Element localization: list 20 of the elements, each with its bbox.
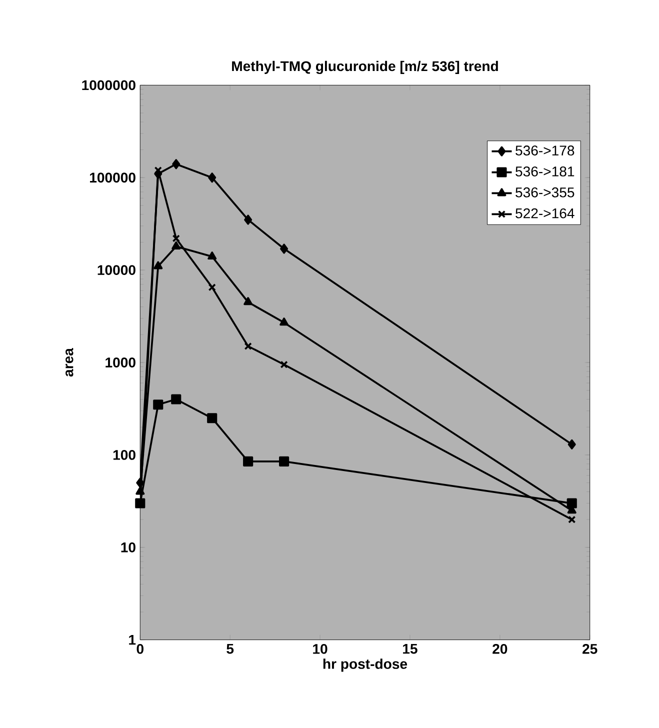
legend-label: 522->164 (516, 208, 574, 218)
y-tick-label: 100000 (90, 172, 136, 183)
chart-title: Methyl-TMQ glucuronide [m/z 536] trend (232, 60, 498, 74)
x-tick-label: 25 (582, 644, 598, 654)
x-tick-label: 10 (313, 644, 328, 654)
legend-label: 536->181 (516, 166, 574, 176)
y-tick-label: 1 (129, 634, 136, 645)
x-tick-label: 5 (226, 644, 234, 654)
x-tick-label: 15 (403, 644, 418, 654)
y-axis-title: area (66, 348, 74, 377)
y-tick-label: 1000 (106, 358, 136, 368)
legend-label: 536->178 (516, 146, 574, 156)
legend-label: 536->355 (516, 187, 574, 198)
x-tick-label: 20 (492, 644, 508, 654)
y-tick-label: 100 (113, 450, 136, 460)
y-tick-label: 10 (121, 542, 136, 552)
x-axis-title: hr post-dose (323, 658, 408, 672)
y-tick-label: 10000 (98, 265, 136, 276)
y-tick-label: 1000000 (82, 80, 136, 90)
x-tick-label: 0 (136, 644, 144, 654)
